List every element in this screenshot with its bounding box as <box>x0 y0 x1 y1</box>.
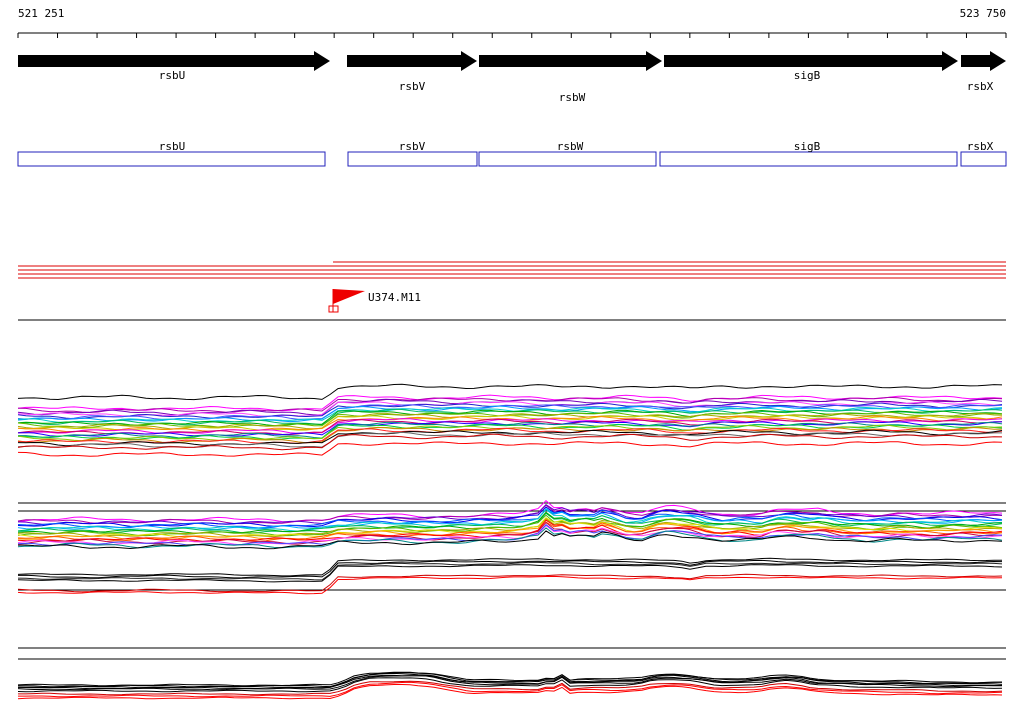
expression-band-1-trace <box>17 429 1003 447</box>
gene-label-sigB: sigB <box>793 69 821 82</box>
gene-label-rsbX: rsbX <box>966 80 994 93</box>
gene-box-label-rsbX: rsbX <box>966 140 994 153</box>
expression-band-2-upper-trace <box>17 512 1003 534</box>
gene-arrow-rsbU[interactable] <box>18 51 330 71</box>
expression-band-3-trace <box>18 681 1003 698</box>
gene-box-rsbV[interactable] <box>347 151 478 167</box>
expression-band-3-trace <box>18 680 1003 696</box>
gene-box-rsbW[interactable] <box>478 151 657 167</box>
expression-band-2-lower-trace <box>17 564 1003 583</box>
expression-band-3-trace <box>17 677 1003 693</box>
gene-box-rsbX[interactable] <box>960 151 1007 167</box>
expression-band-3-trace <box>17 675 1002 691</box>
expression-band-2-lower-trace <box>17 561 1003 581</box>
expression-band-2-upper-trace <box>17 521 1003 545</box>
expression-band-1-trace <box>17 441 1003 457</box>
expression-band-1-trace <box>17 415 1003 433</box>
expression-band-2-upper-trace <box>17 530 1003 550</box>
gene-label-rsbU: rsbU <box>158 69 186 82</box>
expression-band-2-upper-trace <box>17 519 1003 541</box>
expression-band-1-trace <box>17 433 1003 451</box>
marker-flag[interactable] <box>333 289 365 304</box>
expression-band-1-trace <box>17 414 1003 431</box>
expression-band-1-trace <box>17 401 1003 417</box>
gene-box-rsbU[interactable] <box>17 151 326 167</box>
expression-band-2-upper-trace <box>17 521 1003 542</box>
expression-band-1-trace <box>17 383 1003 401</box>
expression-band-2-lower-trace <box>17 559 1003 579</box>
expression-band-3-trace <box>17 684 1003 700</box>
coordinate-start: 521 251 <box>18 7 65 20</box>
expression-band-2-lower-trace <box>17 573 1003 593</box>
gene-box-label-sigB: sigB <box>793 140 821 153</box>
expression-band-2-upper-trace <box>17 527 1003 549</box>
marker-label: U374.M11 <box>368 291 421 304</box>
expression-band-1-trace <box>18 418 1003 434</box>
expression-band-2-lower-trace <box>17 575 1003 595</box>
expression-band-1-trace <box>17 394 1003 412</box>
gene-box-sigB[interactable] <box>659 151 958 167</box>
gene-arrow-rsbX[interactable] <box>961 51 1006 71</box>
gene-box-label-rsbV: rsbV <box>398 140 426 153</box>
expression-band-2-lower-trace <box>17 557 1003 577</box>
expression-band-2-upper-trace <box>17 508 1003 531</box>
gene-arrow-rsbW[interactable] <box>479 51 662 71</box>
expression-band-2-upper-trace <box>17 506 1003 528</box>
expression-band-2-upper-trace <box>17 524 1003 546</box>
expression-band-1-trace <box>17 427 1003 444</box>
gene-label-rsbV: rsbV <box>398 80 426 93</box>
marker-base <box>328 305 339 313</box>
coordinate-end: 523 750 <box>959 7 1006 20</box>
gene-label-rsbW: rsbW <box>558 91 586 104</box>
gene-arrow-rsbV[interactable] <box>347 51 477 71</box>
gene-box-label-rsbU: rsbU <box>158 140 186 153</box>
gene-arrow-sigB[interactable] <box>664 51 958 71</box>
gene-box-label-rsbW: rsbW <box>556 140 584 153</box>
